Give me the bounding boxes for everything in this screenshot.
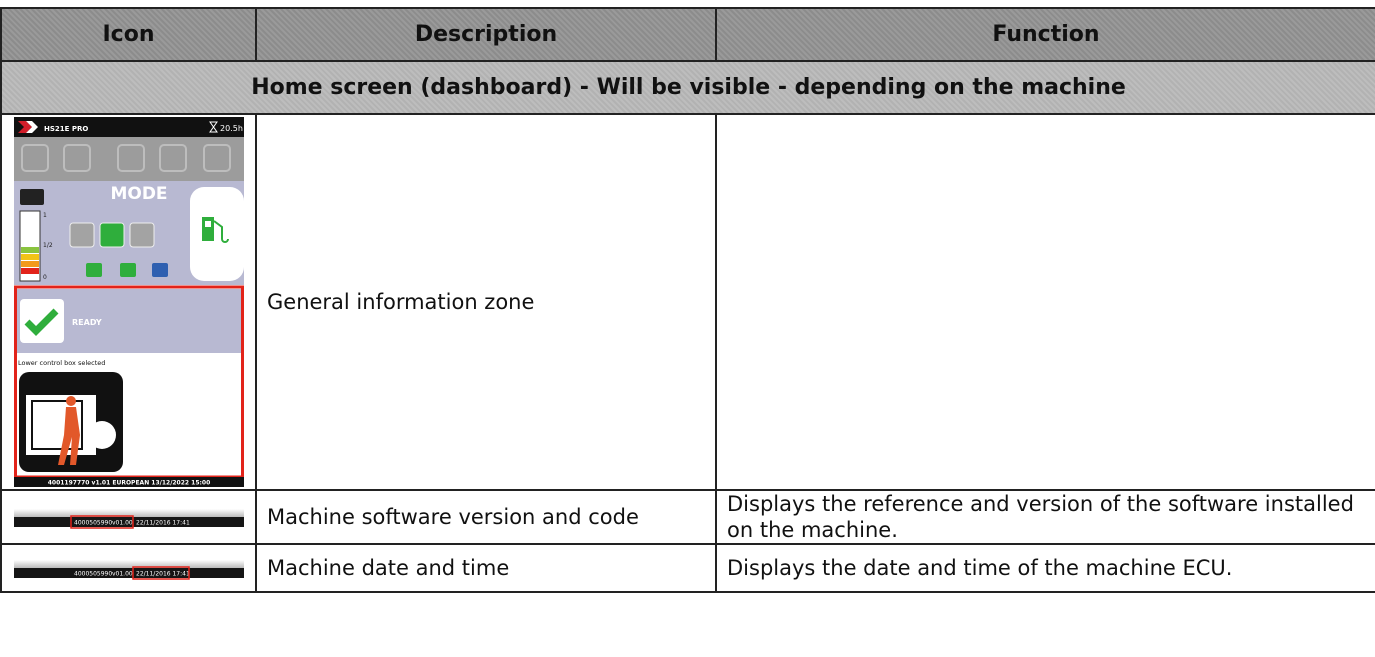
datetime: 22/11/2016 17:41 bbox=[136, 520, 190, 527]
status: READY bbox=[72, 318, 102, 327]
icon-table: Icon Description Function Home screen (d… bbox=[0, 7, 1375, 593]
description: Machine software version and code bbox=[255, 489, 717, 545]
row: 4000505990 v01.00 22/11/2016 17:41 Machi… bbox=[0, 489, 1375, 545]
header-cell: Function bbox=[715, 7, 1375, 62]
model: HS21E PRO bbox=[44, 125, 88, 133]
dashboard-screen: HS21E PRO 20.5h MODE 1 1/2 bbox=[13, 117, 244, 487]
message: Lower control box selected bbox=[18, 359, 105, 367]
hours: 20.5h bbox=[220, 124, 243, 133]
header-cell: Description bbox=[255, 7, 717, 62]
scale-label: 1 bbox=[43, 212, 47, 219]
code: 4000505990 bbox=[74, 571, 112, 578]
icon-cell: HS21E PRO 20.5h MODE 1 1/2 bbox=[0, 113, 257, 491]
function: Displays the date and time of the machin… bbox=[715, 543, 1375, 593]
section-row: Home screen (dashboard) - Will be visibl… bbox=[0, 60, 1375, 115]
row: HS21E PRO 20.5h MODE 1 1/2 bbox=[0, 113, 1375, 491]
mode: MODE bbox=[110, 184, 167, 204]
code: 4000505990 bbox=[74, 520, 112, 527]
row: 4000505990 v01.00 22/11/2016 17:41 Machi… bbox=[0, 543, 1375, 593]
scale-label: 1/2 bbox=[43, 242, 53, 249]
header-row: Icon Description Function bbox=[0, 7, 1375, 62]
scale-label: 0 bbox=[43, 274, 47, 281]
version: v01.00 bbox=[112, 520, 133, 527]
icon-cell: 4000505990 v01.00 22/11/2016 17:41 bbox=[0, 489, 257, 545]
version-bar: 4000505990 v01.00 22/11/2016 17:41 bbox=[13, 509, 244, 529]
version: v01.00 bbox=[112, 571, 133, 578]
section-title: Home screen (dashboard) - Will be visibl… bbox=[0, 60, 1375, 115]
function-empty bbox=[715, 113, 1375, 491]
description: Machine date and time bbox=[255, 543, 717, 593]
datetime: 22/11/2016 17:41 bbox=[136, 571, 190, 578]
footer: 4001197770 v1.01 EUROPEAN 13/12/2022 15:… bbox=[47, 480, 210, 487]
function: Displays the reference and version of th… bbox=[715, 489, 1375, 545]
description: General information zone bbox=[255, 113, 717, 491]
icon-cell: 4000505990 v01.00 22/11/2016 17:41 bbox=[0, 543, 257, 593]
header-cell: Icon bbox=[0, 7, 257, 62]
datetime-bar: 4000505990 v01.00 22/11/2016 17:41 bbox=[13, 560, 244, 580]
